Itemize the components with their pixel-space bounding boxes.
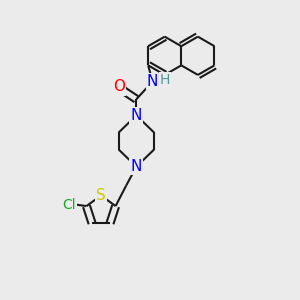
Text: N: N [147, 74, 158, 89]
Text: N: N [131, 108, 142, 123]
Text: N: N [131, 159, 142, 174]
Text: Cl: Cl [62, 198, 76, 212]
Text: O: O [113, 79, 125, 94]
Text: S: S [96, 188, 106, 203]
Text: H: H [160, 73, 170, 87]
